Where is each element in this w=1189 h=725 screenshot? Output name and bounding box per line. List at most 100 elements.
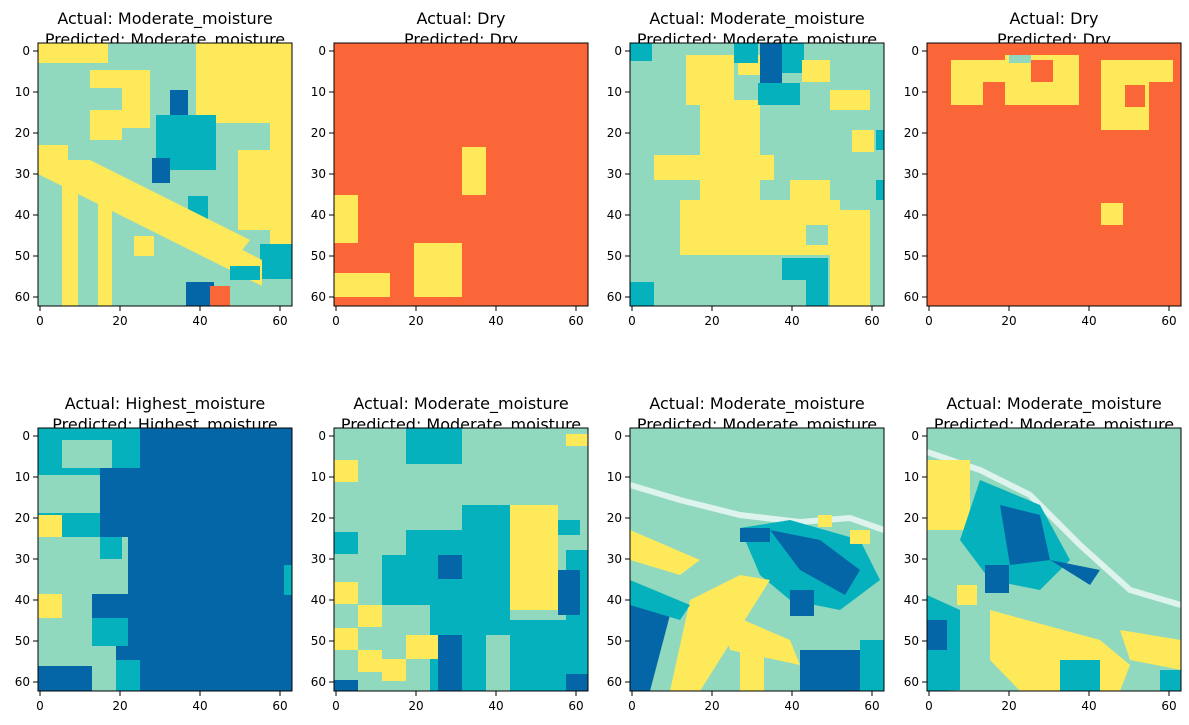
x-tick-label: 60: [1161, 314, 1176, 328]
y-axis: 0 10 20 30 40 50 60: [311, 44, 334, 304]
x-tick-label: 60: [864, 314, 879, 328]
x-axis: 0 20 40 60: [332, 306, 584, 328]
heatmap-image: [630, 428, 884, 691]
x-tick-label: 60: [272, 699, 287, 713]
y-tick-label: 50: [607, 634, 622, 648]
y-tick-label: 0: [22, 429, 30, 443]
y-tick-label: 50: [607, 249, 622, 263]
y-tick-label: 30: [904, 552, 919, 566]
y-tick-label: 50: [15, 249, 30, 263]
x-tick-label: 40: [488, 314, 503, 328]
y-tick-label: 0: [911, 429, 919, 443]
y-tick-label: 10: [15, 470, 30, 484]
x-tick-label: 60: [568, 699, 583, 713]
y-tick-label: 0: [614, 44, 622, 58]
x-axis: 0 20 40 60: [925, 691, 1177, 713]
y-tick-label: 60: [904, 290, 919, 304]
x-axis: 0 20 40 60: [628, 691, 880, 713]
y-tick-label: 20: [607, 126, 622, 140]
y-tick-label: 60: [15, 290, 30, 304]
y-tick-label: 20: [15, 126, 30, 140]
y-tick-label: 50: [904, 634, 919, 648]
y-tick-label: 40: [607, 593, 622, 607]
panel-title-line1: Actual: Dry: [417, 9, 506, 28]
heatmap-image: [630, 43, 884, 306]
y-tick-label: 60: [311, 290, 326, 304]
x-tick-label: 40: [192, 314, 207, 328]
panel-5: Actual: Highest_moisture Predicted: High…: [15, 394, 293, 713]
x-tick-label: 40: [192, 699, 207, 713]
x-tick-label: 40: [1081, 699, 1096, 713]
heatmap-image: [38, 428, 292, 691]
panel-title-line1: Actual: Moderate_moisture: [353, 394, 568, 414]
x-axis: 0 20 40 60: [925, 306, 1177, 328]
y-tick-label: 50: [15, 634, 30, 648]
x-axis: 0 20 40 60: [36, 306, 288, 328]
y-tick-label: 20: [311, 511, 326, 525]
y-tick-label: 0: [318, 429, 326, 443]
heatmap-image: [334, 428, 588, 691]
x-tick-label: 40: [784, 699, 799, 713]
panel-3: Actual: Moderate_moisture Predicted: Mod…: [607, 9, 885, 328]
x-tick-label: 60: [272, 314, 287, 328]
y-tick-label: 30: [311, 167, 326, 181]
y-axis: 0 10 20 30 40 50 60: [904, 44, 927, 304]
y-tick-label: 0: [911, 44, 919, 58]
y-tick-label: 50: [904, 249, 919, 263]
y-tick-label: 0: [22, 44, 30, 58]
y-tick-label: 60: [311, 675, 326, 689]
y-tick-label: 50: [311, 249, 326, 263]
y-tick-label: 20: [15, 511, 30, 525]
y-tick-label: 60: [15, 675, 30, 689]
x-tick-label: 60: [1161, 699, 1176, 713]
panel-title-line1: Actual: Highest_moisture: [65, 394, 265, 414]
x-axis: 0 20 40 60: [332, 691, 584, 713]
panel-7: Actual: Moderate_moisture Predicted: Mod…: [607, 394, 885, 713]
y-tick-label: 20: [311, 126, 326, 140]
panel-1: Actual: Moderate_moisture Predicted: Mod…: [15, 9, 293, 328]
y-tick-label: 20: [904, 126, 919, 140]
y-tick-label: 10: [15, 85, 30, 99]
y-tick-label: 50: [311, 634, 326, 648]
panel-title-line1: Actual: Moderate_moisture: [649, 394, 864, 414]
y-tick-label: 40: [15, 208, 30, 222]
panel-4: Actual: Dry Predicted: Dry 0 10 20 30 40…: [904, 9, 1182, 328]
x-tick-label: 40: [784, 314, 799, 328]
y-axis: 0 10 20 30 40 50 60: [15, 429, 38, 689]
y-axis: 0 10 20 30 40 50 60: [904, 429, 927, 689]
x-tick-label: 40: [488, 699, 503, 713]
x-tick-label: 0: [628, 314, 636, 328]
panel-6: Actual: Moderate_moisture Predicted: Mod…: [311, 394, 589, 713]
panel-8: Actual: Moderate_moisture Predicted: Mod…: [904, 394, 1182, 713]
y-tick-label: 30: [607, 167, 622, 181]
x-axis: 0 20 40 60: [628, 306, 880, 328]
y-tick-label: 40: [607, 208, 622, 222]
x-tick-label: 0: [925, 314, 933, 328]
y-tick-label: 40: [904, 593, 919, 607]
panel-title-line1: Actual: Moderate_moisture: [649, 9, 864, 29]
y-tick-label: 30: [15, 167, 30, 181]
heatmap-image: [38, 43, 292, 306]
x-tick-label: 0: [36, 314, 44, 328]
heatmap-image: [334, 43, 588, 306]
y-axis: 0 10 20 30 40 50 60: [607, 44, 630, 304]
y-tick-label: 30: [904, 167, 919, 181]
y-tick-label: 60: [607, 675, 622, 689]
x-tick-label: 0: [332, 314, 340, 328]
x-tick-label: 20: [408, 314, 423, 328]
panel-2: Actual: Dry Predicted: Dry 0 10 20 30 40…: [311, 9, 589, 328]
x-tick-label: 20: [704, 699, 719, 713]
y-tick-label: 10: [311, 470, 326, 484]
y-tick-label: 10: [311, 85, 326, 99]
panel-title-line1: Actual: Dry: [1010, 9, 1099, 28]
y-tick-label: 0: [318, 44, 326, 58]
x-tick-label: 20: [112, 314, 127, 328]
y-tick-label: 10: [904, 470, 919, 484]
y-tick-label: 10: [904, 85, 919, 99]
y-tick-label: 10: [607, 470, 622, 484]
y-tick-label: 40: [904, 208, 919, 222]
x-tick-label: 0: [332, 699, 340, 713]
x-tick-label: 20: [1001, 699, 1016, 713]
y-axis: 0 10 20 30 40 50 60: [311, 429, 334, 689]
